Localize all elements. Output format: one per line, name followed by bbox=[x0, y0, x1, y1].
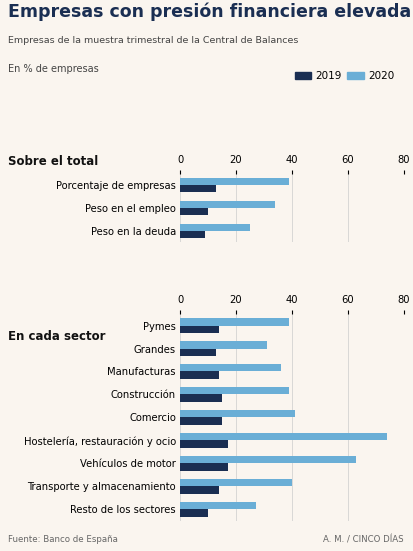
Bar bbox=[180, 433, 386, 440]
Bar bbox=[180, 418, 221, 425]
Bar bbox=[180, 371, 219, 379]
Bar bbox=[180, 364, 280, 371]
Text: Empresas con presión financiera elevada: Empresas con presión financiera elevada bbox=[8, 3, 411, 21]
Bar bbox=[180, 231, 205, 238]
Bar bbox=[180, 349, 216, 356]
Bar bbox=[180, 208, 207, 215]
Bar bbox=[180, 410, 294, 418]
Bar bbox=[180, 509, 207, 517]
Text: Empresas de la muestra trimestral de la Central de Balances: Empresas de la muestra trimestral de la … bbox=[8, 36, 298, 45]
Text: Sobre el total: Sobre el total bbox=[8, 155, 98, 168]
Bar bbox=[180, 486, 219, 494]
Bar bbox=[180, 395, 221, 402]
Bar bbox=[180, 185, 216, 192]
Text: En cada sector: En cada sector bbox=[8, 329, 106, 343]
Bar bbox=[180, 224, 249, 231]
Text: En % de empresas: En % de empresas bbox=[8, 64, 99, 74]
Legend: 2019, 2020: 2019, 2020 bbox=[290, 67, 397, 85]
Bar bbox=[180, 201, 274, 208]
Text: Fuente: Banco de España: Fuente: Banco de España bbox=[8, 536, 118, 544]
Bar bbox=[180, 456, 355, 463]
Bar bbox=[180, 326, 219, 333]
Bar bbox=[180, 387, 288, 395]
Bar bbox=[180, 502, 255, 509]
Bar bbox=[180, 177, 288, 185]
Bar bbox=[180, 318, 288, 326]
Bar bbox=[180, 440, 227, 447]
Bar bbox=[180, 341, 266, 348]
Text: A. M. / CINCO DÍAS: A. M. / CINCO DÍAS bbox=[322, 536, 403, 544]
Bar bbox=[180, 463, 227, 471]
Bar bbox=[180, 479, 291, 486]
